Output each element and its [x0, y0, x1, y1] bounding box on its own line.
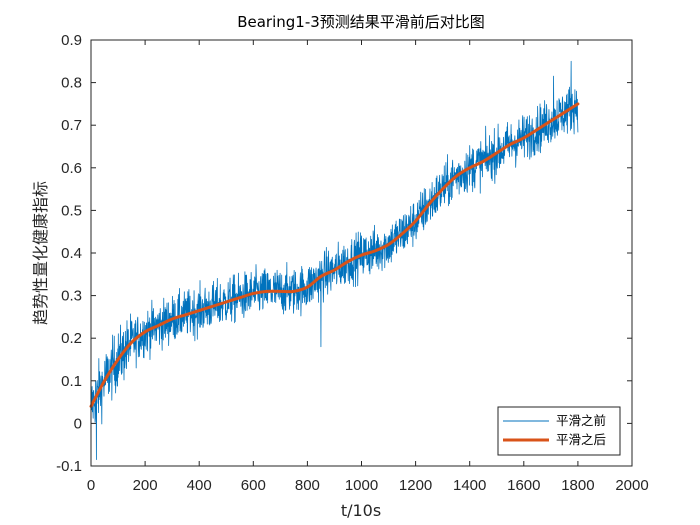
x-tick-label: 400: [187, 477, 212, 494]
series-raw-line: [90, 60, 579, 461]
x-tick-label: 0: [87, 477, 95, 494]
x-tick-label: 1000: [345, 477, 378, 494]
series-smoothed-line-group: [89, 102, 580, 408]
y-tick-label: 0: [74, 415, 82, 432]
y-tick-label: 0.6: [61, 160, 82, 177]
x-tick-label: 800: [295, 477, 320, 494]
x-tick-label: 600: [241, 477, 266, 494]
x-tick-label: 200: [133, 477, 158, 494]
legend-box: [497, 406, 621, 456]
x-tick-label: 2000: [615, 477, 648, 494]
y-tick-label: 0.8: [61, 75, 82, 92]
x-tick-label: 1800: [561, 477, 594, 494]
y-tick-label: -0.1: [56, 458, 82, 475]
x-tick-label: 1400: [453, 477, 486, 494]
y-tick-label: 0.4: [61, 245, 82, 262]
x-axis-title: t/10s: [341, 501, 381, 520]
x-axis: 0 200 400 600 800 1000 1200 1400 1600 1800 2000: [87, 40, 649, 494]
series-raw-line-group: [90, 60, 579, 461]
y-tick-label: 0.9: [61, 32, 82, 49]
x-tick-label: 1600: [507, 477, 540, 494]
y-axis-title: 趋势性量化健康指标: [31, 181, 50, 325]
y-tick-label: 0.7: [61, 117, 82, 134]
legend-label-smoothed: 平滑之后: [556, 432, 606, 447]
x-tick-label: 1200: [399, 477, 432, 494]
legend-label-raw: 平滑之前: [556, 413, 606, 428]
y-tick-label: 0.5: [61, 202, 82, 219]
legend: 平滑之前 平滑之后: [497, 406, 621, 456]
series-smoothed-line: [89, 102, 580, 408]
y-tick-label: 0.2: [61, 330, 82, 347]
chart-title: Bearing1-3预测结果平滑前后对比图: [237, 13, 485, 31]
y-tick-label: 0.3: [61, 288, 82, 305]
y-axis: -0.1 0 0.1 0.2 0.3 0.4 0.5 0.6 0.7 0.8 0.9: [56, 32, 632, 475]
y-tick-label: 0.1: [61, 373, 82, 390]
